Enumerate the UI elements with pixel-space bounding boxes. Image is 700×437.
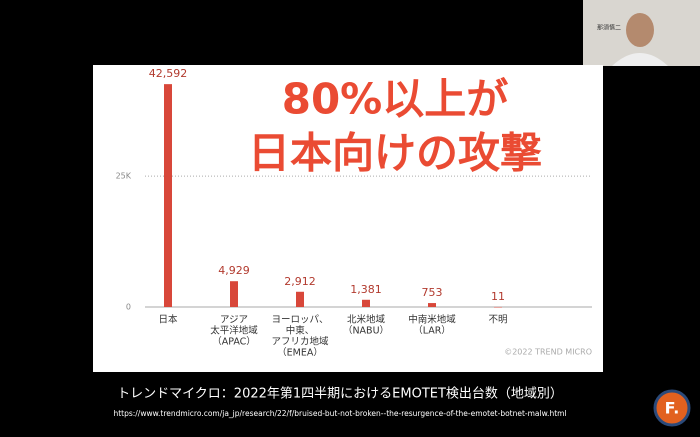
x-tick-label: 太平洋地域 [210,325,258,337]
y-tick-label: 0 [126,303,131,312]
x-tick-label: （EMEA） [277,347,323,359]
value-label: 11 [491,290,505,303]
caption: トレンドマイクロ：2022年第1四半期におけるEMOTET検出台数（地域別） [117,387,563,402]
speaker-name: 那須慎二 [597,24,621,32]
value-label: 2,912 [284,275,316,288]
webcam-person [626,13,654,47]
x-tick-label: （LAR） [413,325,451,337]
logo-text: F. [665,399,680,418]
value-label: 1,381 [350,283,382,296]
logo [653,389,691,427]
x-tick-label: （NABU） [343,325,389,337]
x-tick-label: アジア [220,315,248,326]
webcam-shirt [612,53,668,66]
x-tick-label: 日本 [158,314,178,326]
y-tick-label: 25K [116,172,132,181]
x-tick-label: 不明 [488,315,507,326]
x-tick-label: （APAC） [212,336,256,348]
x-tick-label: 中南米地域 [408,314,456,326]
source-url: https://www.trendmicro.com/ja_jp/researc… [113,409,566,418]
x-tick-label: ヨーロッパ、 [271,315,328,326]
x-tick-label: 北米地域 [347,314,386,326]
bar [494,306,502,308]
value-label: 42,592 [149,67,188,80]
value-label: 753 [422,286,443,299]
bar [428,303,436,307]
annotation: 80%以上が [282,75,509,124]
bar [362,299,370,307]
annotation: 日本向けの攻撃 [248,129,542,178]
bar [296,291,304,307]
slide [93,65,603,372]
bar [164,84,172,307]
x-tick-label: 中東、 [286,325,315,337]
x-tick-label: アフリカ地域 [271,336,329,348]
copyright: ©2022 TREND MICRO [504,348,592,357]
value-label: 4,929 [218,264,250,277]
bar [230,281,238,307]
